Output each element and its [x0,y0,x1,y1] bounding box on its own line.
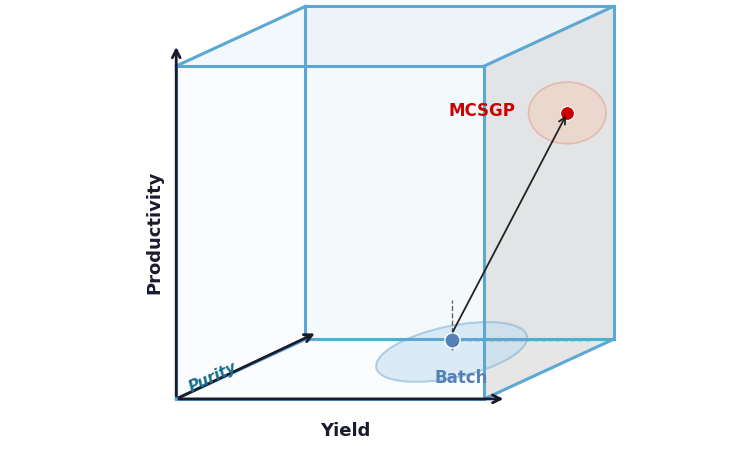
Polygon shape [176,6,614,66]
Text: Batch: Batch [435,369,488,387]
Text: MCSGP: MCSGP [448,102,516,120]
Text: Purity: Purity [186,360,239,395]
Text: Productivity: Productivity [146,171,164,294]
Ellipse shape [376,322,527,382]
Text: Yield: Yield [320,422,370,440]
Ellipse shape [529,82,606,144]
Polygon shape [484,6,614,399]
